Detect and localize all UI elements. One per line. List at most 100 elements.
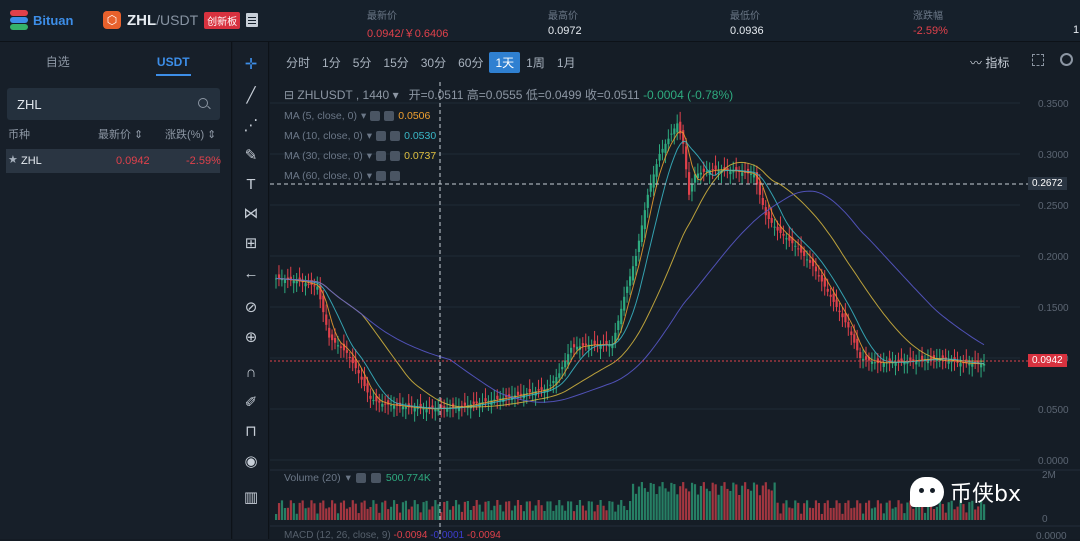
candle [511,396,514,400]
interval-option[interactable]: 分时 [286,56,311,70]
tab-favorites[interactable]: 自选 [45,55,70,69]
fib-tool-icon[interactable]: ⋰ [243,117,259,134]
interval-option[interactable]: 60分 [458,56,484,70]
text-tool-icon[interactable]: T [246,176,256,193]
eye-icon[interactable]: ◉ [244,453,258,470]
settings-icon[interactable] [1060,53,1073,66]
candle [717,169,720,172]
pattern-tool-icon[interactable]: ⋈ [243,205,259,222]
document-icon[interactable] [246,13,259,27]
chart-panel[interactable]: 0.35000.30000.25000.20000.15000.10000.05… [270,42,1080,541]
wechat-icon [910,477,944,507]
tab-usdt[interactable]: USDT [116,42,232,82]
volume-bar [909,500,912,520]
brush-icon[interactable]: ✎ [244,147,258,164]
star-icon[interactable]: ★ [8,154,18,166]
candle [605,340,608,345]
volume-bar [378,512,381,520]
interval-option[interactable]: 1月 [556,56,576,70]
settings-icon[interactable] [355,473,366,483]
settings-icon[interactable] [376,131,387,141]
volume-bar [714,484,717,520]
macd-value: -0.0094 [466,530,501,541]
volume-bar [926,502,930,520]
volume-bar [879,503,882,520]
zoom-in-icon[interactable]: ⊕ [244,329,258,346]
ma-legend-10[interactable]: MA (10, close, 0) ▾ 0.0530 [284,130,437,142]
lock-icon[interactable]: ⊓ [245,423,257,440]
candle [283,279,287,283]
collapse-icon[interactable]: ⊟ [284,88,295,102]
magnet-icon[interactable]: ∩ [245,364,257,381]
close-icon[interactable] [390,171,401,181]
volume-bar [446,500,449,520]
indicator-button[interactable]: 〰 指标 [970,54,1009,71]
candle [472,401,475,404]
pair-selector[interactable]: ⬡ ZHL/USDT 创新板 [103,11,259,29]
interval-option[interactable]: 15分 [383,56,409,70]
pencil-lock-icon[interactable]: ✐ [244,394,258,411]
close-icon[interactable] [384,111,395,121]
interval-option[interactable]: 1分 [322,56,341,70]
candle [608,344,611,347]
volume-bar [867,500,871,520]
candle [826,288,829,292]
logo-text: Bituan [33,12,74,28]
volume-bar [283,508,287,520]
candle [404,406,407,409]
interval-option[interactable]: 5分 [352,56,372,70]
volume-bar [339,502,343,520]
volume-bar [575,505,579,520]
interval-option[interactable]: 1周 [526,56,545,70]
stat-value: 1 [1073,24,1080,36]
crosshair-icon[interactable]: ✛ [244,56,258,73]
volume-bar [469,509,472,520]
fullscreen-icon[interactable] [1032,54,1044,66]
volume-bar [761,485,764,520]
volume-bar [876,500,879,520]
volume-bar [929,500,933,520]
candle [817,275,820,277]
list-item[interactable]: ★ ZHL 0.0942 -2.59% [6,149,221,173]
ma-legend-60[interactable]: MA (60, close, 0) ▾ [284,170,401,182]
trendline-icon[interactable]: ╱ [246,87,256,104]
candlestick-chart[interactable]: 0.35000.30000.25000.20000.15000.10000.05… [270,42,1080,539]
candle [673,128,676,135]
volume-bar [540,505,543,520]
interval-option[interactable]: 30分 [420,56,447,70]
candle [670,133,673,135]
column-symbol[interactable]: 币种 [8,129,30,141]
watermark: 币侠bx [910,476,1021,508]
settings-icon[interactable] [370,111,381,121]
column-price[interactable]: 最新价 ⇕ [98,129,144,141]
logo[interactable]: Bituan [10,10,73,30]
volume-bar [375,503,378,520]
volume-bar [974,509,977,520]
column-change[interactable]: 涨跌(%) ⇕ [165,129,217,141]
volume-bar [729,490,732,520]
settings-icon[interactable] [376,151,387,161]
ma-legend-5[interactable]: MA (5, close, 0) ▾ 0.0506 [284,110,431,122]
candle [779,226,782,234]
search-input[interactable] [7,88,220,120]
candle [803,250,806,256]
stat-low: 最低价 0.0936 [730,7,764,37]
close-icon[interactable] [390,131,401,141]
volume-legend[interactable]: Volume (20) ▾ 500.774K [284,472,431,484]
arrow-left-icon[interactable]: ← [243,265,259,282]
macd-legend[interactable]: MACD (12, 26, close, 9) -0.0094 -0.0001 … [284,530,501,541]
ruler-icon[interactable]: ⊘ [244,299,258,316]
search-icon[interactable] [198,98,208,108]
ma-legend-30[interactable]: MA (30, close, 0) ▾ 0.0737 [284,150,437,162]
close-icon[interactable] [370,473,381,483]
settings-icon[interactable] [376,171,387,181]
ma-label: MA (5, close, 0) [284,110,357,122]
close-icon[interactable] [390,151,401,161]
candle [363,376,366,387]
prediction-tool-icon[interactable]: ⊞ [244,235,258,252]
candle [983,363,986,366]
interval-option[interactable]: 1天 [489,52,521,73]
volume-bar [758,495,761,520]
trash-icon[interactable]: ▥ [243,489,259,506]
candle [360,376,363,380]
